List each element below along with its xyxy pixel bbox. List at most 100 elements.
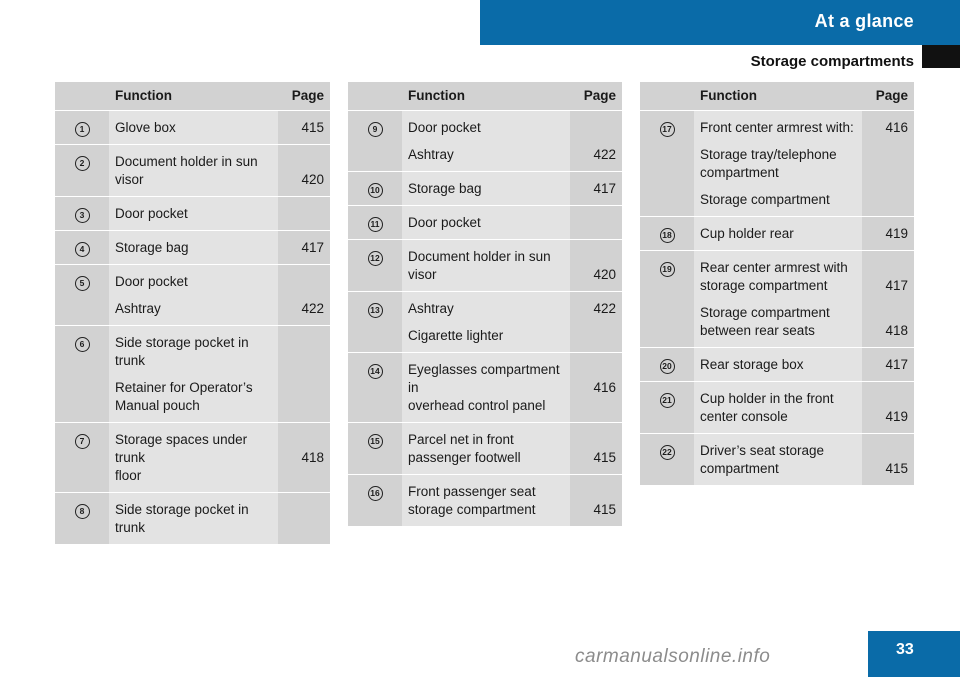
page-cell: 422 [278,264,330,326]
function-text: Storage bag [115,240,189,255]
table-header-row: Function Page [348,82,622,111]
page-reference: 415 [593,502,616,517]
page-cell: 415 [570,474,622,526]
page-number-box: 33 [868,631,960,677]
table-row: 20 Rear storage box 417 [640,347,914,382]
item-number-badge: 11 [367,217,383,232]
page-reference [576,431,616,449]
page-reference: 415 [593,450,616,465]
function-cell: Rear center armrest with storage compartm… [694,250,862,348]
page-item: 419 [868,225,908,243]
item-number-cell: 5 [55,264,109,326]
function-text: storage compartment [700,278,828,293]
item-number-badge: 21 [659,393,675,408]
table-row: 8 Side storage pocket in trunk [55,492,330,544]
page-reference: 420 [301,172,324,187]
table-row: 4 Storage bag 417 [55,230,330,265]
page-reference [284,519,324,537]
table-row: 21 Cup holder in the front center console … [640,381,914,434]
page-reference: 419 [885,409,908,424]
item-number-badge: 7 [74,434,90,449]
function-text: Front passenger seat [408,484,536,499]
page-reference [284,431,324,449]
function-text: Rear center armrest with [700,260,848,275]
item-number-cell: 15 [348,422,402,475]
table-row: 7 Storage spaces under trunk floor 418 [55,422,330,493]
function-item: Door pocket [408,119,564,137]
page-number: 33 [896,641,914,658]
function-column-header: Function [694,82,862,111]
page-item [284,379,324,415]
item-number-badge: 14 [367,364,383,379]
function-text: Rear storage box [700,357,804,372]
page-item [576,214,616,232]
item-number-cell: 18 [640,216,694,251]
item-number-badge: 6 [74,337,90,352]
function-text: Eyeglasses compartment in [408,362,560,395]
function-item: Document holder in sun visor [115,153,272,189]
item-number-badge: 13 [367,303,383,318]
function-item: Ashtray [408,146,564,164]
page-cell: 419 [862,216,914,251]
page-cell: 416 [862,110,914,217]
page-column-header: Page [278,82,330,111]
number-column-header [640,82,694,111]
table-row: 13 Ashtray Cigarette lighter 422 [348,291,622,353]
item-number-badge: 10 [367,183,383,198]
page-item: 417 [576,180,616,198]
page-cell: 417 [570,171,622,206]
function-text: Document holder in sun [408,249,551,264]
function-text: Storage tray/telephone [700,147,837,162]
page-reference [284,352,324,370]
item-number-badge: 2 [74,156,90,171]
function-text: storage compartment [408,502,536,517]
function-cell: Parcel net in front passenger footwell [402,422,570,475]
page-reference: 416 [593,380,616,395]
page-reference [576,483,616,501]
table-row: 2 Document holder in sun visor 420 [55,144,330,197]
function-item: Storage spaces under trunk floor [115,431,272,485]
storage-table-2: Function Page 9 Door pocket Ashtray 422 10 Sto… [348,82,622,526]
page-reference: 415 [301,120,324,135]
watermark-text: carmanualsonline.info [575,646,771,667]
page-reference: 419 [885,226,908,241]
table-row: 9 Door pocket Ashtray 422 [348,110,622,172]
function-cell: Door pocket Ashtray [109,264,278,326]
page-reference [284,205,324,223]
item-number-badge: 8 [74,504,90,519]
function-text: Storage spaces under trunk [115,432,248,465]
item-number-badge: 5 [74,276,90,291]
chapter-title: At a glance [814,11,914,31]
page-column-header: Page [570,82,622,111]
item-number-badge: 19 [659,262,675,277]
table-row: 22 Driver’s seat storage compartment 415 [640,433,914,485]
page-item [576,119,616,137]
function-text: Retainer for Operator’s [115,380,253,395]
page-item [868,191,908,209]
table-row: 3 Door pocket [55,196,330,231]
function-column-header: Function [402,82,570,111]
page-reference [868,304,908,322]
page-reference [868,164,908,182]
function-cell: Rear storage box [694,347,862,382]
item-number-cell: 20 [640,347,694,382]
item-number-cell: 2 [55,144,109,197]
item-number-badge: 12 [367,251,383,266]
page-item: 422 [576,146,616,164]
table-row: 1 Glove box 415 [55,110,330,145]
function-item: Front passenger seat storage compartment [408,483,564,519]
function-text: compartment [700,461,779,476]
page-column-header: Page [862,82,914,111]
page-reference [868,191,908,209]
item-number-cell: 12 [348,239,402,292]
page-reference [576,361,616,379]
page-cell: 415 [278,110,330,145]
page-cell [278,325,330,423]
page-cell [278,196,330,231]
page-cell [570,205,622,240]
page-reference: 418 [885,323,908,338]
page-reference [576,214,616,232]
page-item [284,205,324,223]
page-cell: 418 [278,422,330,493]
item-number-badge: 4 [74,242,90,257]
